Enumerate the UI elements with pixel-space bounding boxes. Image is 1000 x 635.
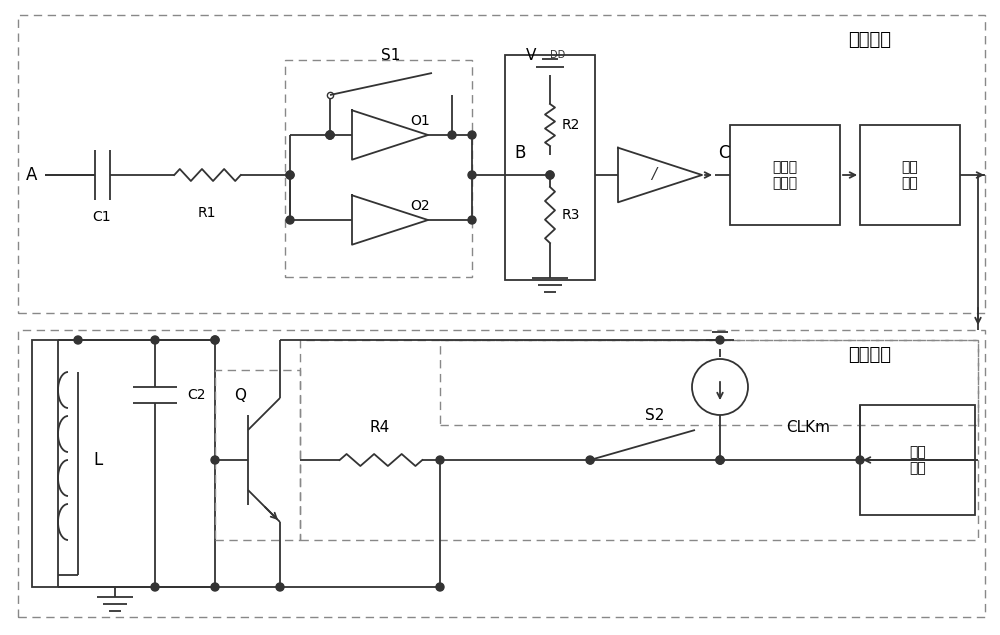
Circle shape: [286, 171, 294, 179]
Circle shape: [276, 583, 284, 591]
Circle shape: [286, 216, 294, 224]
Text: C: C: [718, 144, 730, 162]
Circle shape: [74, 336, 82, 344]
Circle shape: [716, 456, 724, 464]
Circle shape: [468, 216, 476, 224]
Circle shape: [211, 583, 219, 591]
Circle shape: [151, 336, 159, 344]
Text: S1: S1: [381, 48, 401, 62]
Circle shape: [716, 336, 724, 344]
Circle shape: [468, 171, 476, 179]
Text: 调制链路: 调制链路: [848, 346, 892, 364]
Text: 调制
装置: 调制 装置: [909, 445, 926, 475]
Circle shape: [211, 336, 219, 344]
Circle shape: [468, 131, 476, 139]
Text: L: L: [93, 451, 102, 469]
Circle shape: [586, 456, 594, 464]
Circle shape: [546, 171, 554, 179]
Circle shape: [326, 131, 334, 139]
Circle shape: [211, 456, 219, 464]
Text: R2: R2: [562, 118, 580, 132]
Text: O2: O2: [410, 199, 430, 213]
Circle shape: [716, 456, 724, 464]
Text: R3: R3: [562, 208, 580, 222]
Text: 电平转
换装置: 电平转 换装置: [772, 160, 798, 190]
Text: /: /: [651, 168, 657, 182]
Circle shape: [326, 131, 334, 139]
Text: V: V: [526, 48, 536, 62]
Circle shape: [151, 583, 159, 591]
Text: 解调
装置: 解调 装置: [902, 160, 918, 190]
Text: CLKm: CLKm: [786, 420, 830, 436]
Bar: [32, 340, 215, 587]
Circle shape: [211, 336, 219, 344]
Text: 接收链路: 接收链路: [848, 31, 892, 49]
Bar: [860, 125, 960, 225]
Text: A: A: [26, 166, 38, 184]
Text: DD: DD: [550, 50, 565, 60]
Circle shape: [436, 583, 444, 591]
Circle shape: [286, 171, 294, 179]
Bar: [730, 125, 840, 225]
Text: B: B: [514, 144, 526, 162]
Text: R1: R1: [198, 206, 216, 220]
Text: O1: O1: [410, 114, 430, 128]
Text: C1: C1: [93, 210, 111, 224]
Text: S2: S2: [645, 408, 665, 422]
Text: C2: C2: [187, 388, 206, 402]
Circle shape: [326, 131, 334, 139]
Bar: [505, 55, 595, 280]
Circle shape: [546, 171, 554, 179]
Circle shape: [436, 456, 444, 464]
Bar: [860, 405, 975, 515]
Circle shape: [856, 456, 864, 464]
Text: Q: Q: [234, 387, 246, 403]
Text: R4: R4: [370, 420, 390, 436]
Circle shape: [448, 131, 456, 139]
